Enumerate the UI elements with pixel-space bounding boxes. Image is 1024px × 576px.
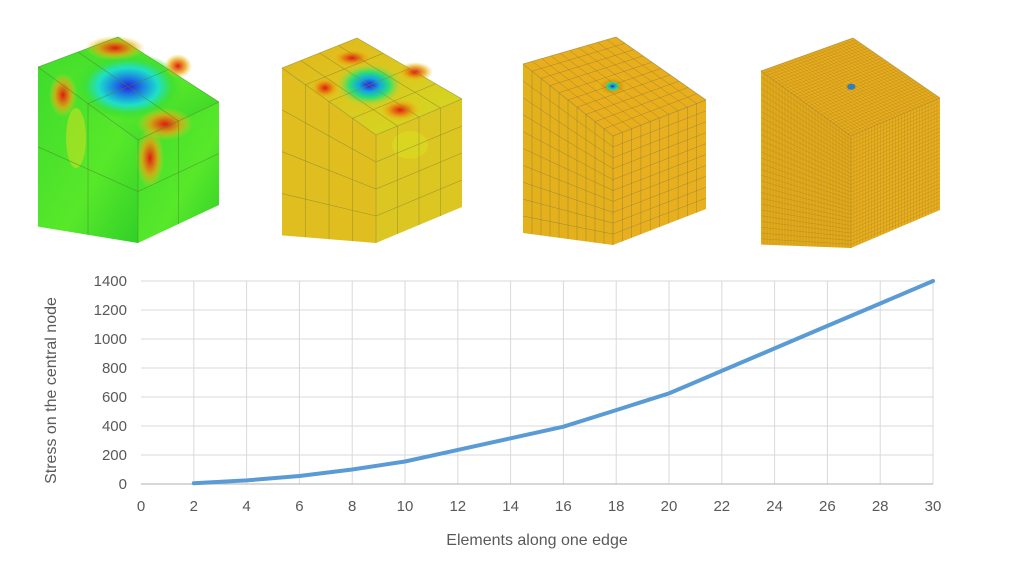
cube-mesh-icon	[760, 37, 941, 248]
x-tick-labels: 0 2 4 6 8 10 12 14 16 18 20 22 24 26 28 30	[137, 498, 942, 515]
x-tick-label: 12	[449, 498, 466, 515]
x-axis-title: Elements along one edge	[446, 532, 628, 549]
x-tick-label: 4	[242, 498, 250, 515]
mesh-images	[37, 36, 941, 248]
x-tick-label: 6	[295, 498, 303, 515]
x-tick-label: 0	[137, 498, 145, 515]
y-tick-label: 0	[119, 476, 127, 493]
series-line	[191, 279, 935, 486]
y-tick-label: 1400	[94, 273, 127, 290]
x-tick-label: 8	[348, 498, 356, 515]
y-tick-label: 1200	[94, 302, 127, 319]
line-chart: 0 2 4 6 8 10 12 14 16 18 20 22 24 26 28 30 020040060080…	[43, 273, 941, 549]
x-tick-label: 14	[502, 498, 519, 515]
y-tick-label: 800	[102, 360, 127, 377]
x-tick-label: 2	[190, 498, 198, 515]
x-tick-label: 22	[713, 498, 730, 515]
x-tick-label: 24	[766, 498, 783, 515]
x-tick-label: 20	[661, 498, 678, 515]
y-tick-label: 400	[102, 418, 127, 435]
y-axis-title: Stress on the central node	[43, 297, 60, 484]
x-tick-label: 18	[608, 498, 625, 515]
x-tick-label: 16	[555, 498, 572, 515]
y-tick-labels: 0 200 400 600 800 1000 1200 1400	[94, 273, 127, 493]
cube-mesh-icon	[37, 36, 220, 243]
gridlines	[141, 280, 934, 484]
y-tick-label: 1000	[94, 331, 127, 348]
x-tick-label: 10	[397, 498, 414, 515]
x-tick-label: 28	[872, 498, 889, 515]
cube-mesh-icon	[522, 36, 707, 245]
y-tick-label: 200	[102, 447, 127, 464]
cube-mesh-icon	[281, 37, 463, 243]
y-tick-label: 600	[102, 389, 127, 406]
x-tick-label: 26	[819, 498, 836, 515]
x-tick-label: 30	[925, 498, 942, 515]
